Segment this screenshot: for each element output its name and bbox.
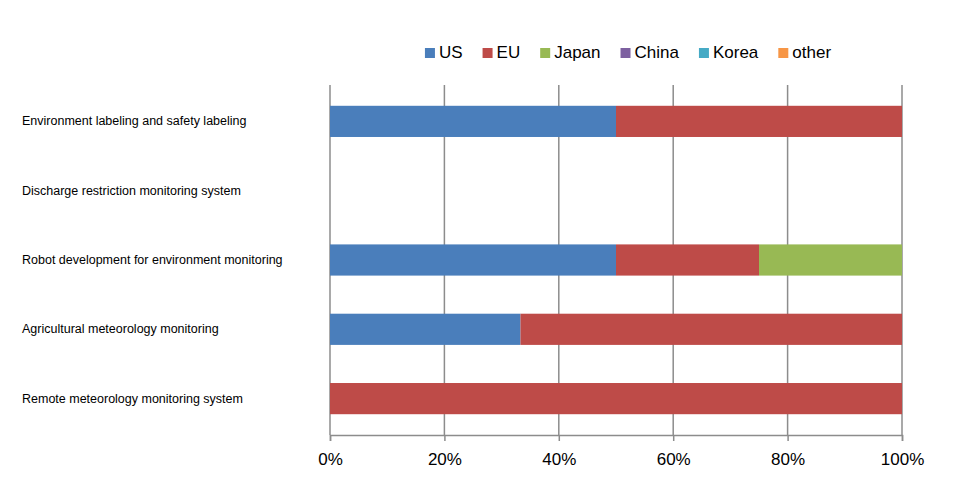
- category-label: Agricultural meteorology monitoring: [22, 322, 219, 336]
- tick: 80%: [771, 435, 805, 469]
- bar: [330, 175, 331, 206]
- category-label-line: Remote meteorology monitoring system: [22, 392, 243, 406]
- x-axis: 0% 20% 40% 60% 80% 100%: [318, 435, 924, 469]
- bars: [330, 106, 902, 414]
- bar: [902, 106, 903, 137]
- tick-label: 40%: [542, 450, 576, 469]
- chart: 0% 20% 40% 60% 80% 100% Environment labeling a…: [0, 0, 955, 503]
- bar: [616, 106, 902, 137]
- tick-label: 100%: [881, 450, 924, 469]
- bar: [330, 175, 331, 206]
- legend-swatch: [699, 48, 709, 58]
- tick: 40%: [542, 435, 576, 469]
- legend-swatch: [621, 48, 631, 58]
- legend-label: EU: [497, 43, 521, 62]
- tick-mark: [444, 435, 446, 441]
- bar: [520, 314, 902, 345]
- legend-item: EU: [483, 43, 521, 62]
- legend-swatch: [483, 48, 493, 58]
- bar: [902, 244, 903, 275]
- tick-label: 0%: [318, 450, 343, 469]
- bar: [902, 244, 903, 275]
- legend: US EU Japan China Korea other: [425, 43, 831, 62]
- bar: [902, 383, 903, 414]
- plot-area: 0% 20% 40% 60% 80% 100%: [318, 85, 924, 469]
- tick-mark: [330, 435, 332, 441]
- legend-item: China: [621, 43, 680, 62]
- bar: [330, 383, 902, 414]
- bar: [902, 314, 903, 345]
- bar: [330, 175, 331, 206]
- tick: 0%: [318, 435, 343, 469]
- y-axis-labels: Environment labeling and safety labeling…: [22, 114, 283, 405]
- bar: [902, 244, 903, 275]
- tick: 60%: [657, 435, 691, 469]
- tick: 20%: [428, 435, 462, 469]
- category-label-line: Robot development for environment monito…: [22, 253, 283, 267]
- bar: [330, 175, 331, 206]
- legend-item: Japan: [540, 43, 600, 62]
- category-label: Robot development for environment monito…: [22, 253, 283, 267]
- legend-item: US: [425, 43, 463, 62]
- bar: [902, 314, 903, 345]
- tick-label: 80%: [771, 450, 805, 469]
- category-label: Environment labeling and safety labeling: [22, 114, 246, 128]
- category-label-line: Environment labeling and safety labeling: [22, 114, 246, 128]
- bar: [330, 175, 331, 206]
- bar: [616, 244, 759, 275]
- bar: [330, 106, 616, 137]
- grid: [330, 85, 902, 435]
- bar: [902, 383, 903, 414]
- category-label: Discharge restriction monitoring system: [22, 184, 241, 198]
- bar: [902, 106, 903, 137]
- tick-label: 20%: [428, 450, 462, 469]
- category-label: Remote meteorology monitoring system: [22, 392, 243, 406]
- tick-mark: [559, 435, 561, 441]
- legend-label: Japan: [554, 43, 600, 62]
- bar: [902, 106, 903, 137]
- bar: [902, 314, 903, 345]
- legend-item: other: [778, 43, 831, 62]
- legend-label: Korea: [713, 43, 759, 62]
- bar: [330, 244, 616, 275]
- tick-mark: [673, 435, 675, 441]
- legend-label: other: [792, 43, 831, 62]
- legend-label: US: [439, 43, 463, 62]
- legend-swatch: [540, 48, 550, 58]
- bar: [902, 383, 903, 414]
- bar: [902, 106, 903, 137]
- series: [330, 106, 616, 345]
- tick: 100%: [881, 435, 924, 469]
- category-label-line: Discharge restriction monitoring system: [22, 184, 241, 198]
- series: [330, 106, 902, 414]
- tick-label: 60%: [657, 450, 691, 469]
- bar: [759, 244, 902, 275]
- legend-swatch: [425, 48, 435, 58]
- legend-item: Korea: [699, 43, 759, 62]
- tick-mark: [787, 435, 789, 441]
- legend-label: China: [635, 43, 680, 62]
- tick-mark: [902, 435, 904, 441]
- bar: [330, 175, 331, 206]
- bar: [330, 314, 520, 345]
- category-label-line: Agricultural meteorology monitoring: [22, 322, 219, 336]
- series: [759, 244, 902, 275]
- bar: [902, 314, 903, 345]
- bar: [902, 383, 903, 414]
- axis-line: [331, 436, 903, 442]
- legend-swatch: [778, 48, 788, 58]
